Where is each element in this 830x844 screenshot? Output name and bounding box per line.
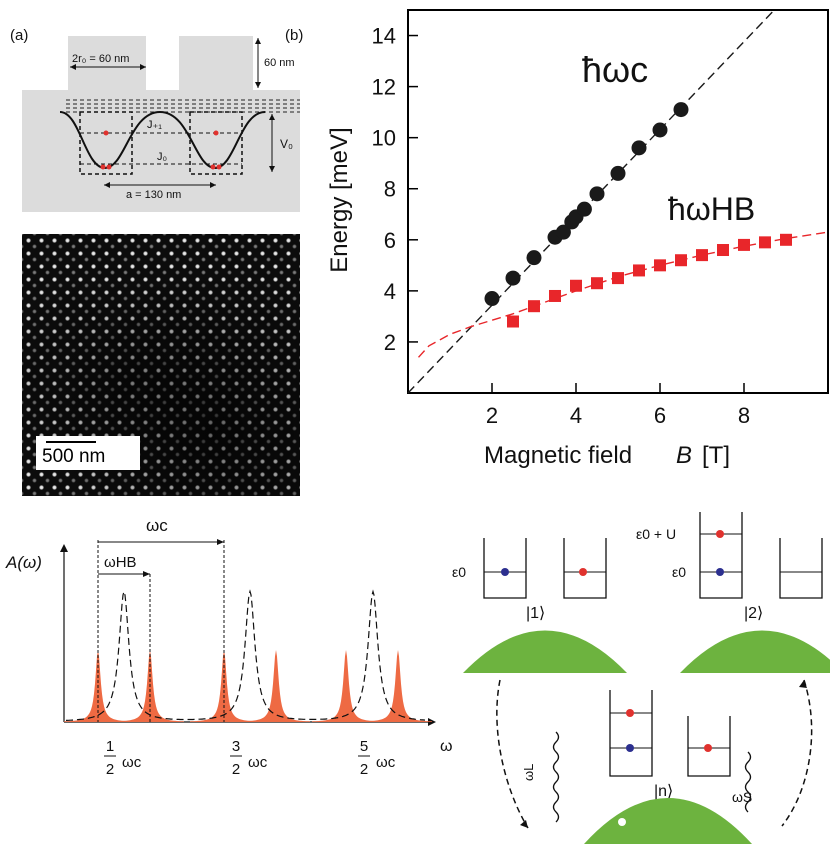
y-tick-label: 10 [372, 126, 396, 151]
tick-unit: ωc [248, 754, 268, 771]
state-2-label: |2⟩ [744, 605, 763, 622]
eps0-label: ε0 [452, 564, 466, 580]
data-point-omega-hb [654, 259, 666, 271]
lattice-constant-label: a = 130 nm [126, 189, 181, 201]
red-electron-icon [626, 709, 634, 717]
data-point-omega-hb [738, 239, 750, 251]
data-point-omega-hb [759, 236, 771, 248]
x-tick-label: 2 [486, 403, 498, 428]
y-tick-label: 8 [384, 177, 396, 202]
chart-xlabel: Magnetic field [484, 442, 632, 469]
scale-bar-label: 500 nm [42, 446, 105, 468]
y-tick-label: 6 [384, 228, 396, 253]
y-tick-label: 4 [384, 279, 396, 304]
tick-denominator: 2 [106, 761, 114, 778]
r0-label: 2r₀ = 60 nm [72, 53, 129, 65]
fit-line-1 [419, 232, 829, 357]
scale-bar-box: 500 nm [36, 436, 140, 470]
scale-bar [46, 441, 96, 443]
data-point-omega-c [527, 250, 542, 265]
x-tick-label: 6 [654, 403, 666, 428]
x-tick-label: 4 [570, 403, 582, 428]
orange-spectral-peak [242, 650, 310, 722]
tick-unit: ωc [376, 754, 396, 771]
data-point-omega-c [611, 166, 626, 181]
tick-denominator: 2 [360, 761, 368, 778]
data-point-omega-c [632, 140, 647, 155]
tick-numerator: 1 [106, 738, 114, 755]
chart-xlabel-unit: [T] [702, 442, 730, 469]
data-point-omega-c [577, 202, 592, 217]
data-point-omega-hb [780, 234, 792, 246]
tick-numerator: 5 [360, 738, 368, 755]
blue-electron-icon [501, 568, 509, 576]
data-point-omega-c [653, 123, 668, 138]
j-pm1-label: J₊₁ [147, 119, 162, 131]
red-electron-icon [716, 530, 724, 538]
chart-xlabel-var: B [676, 442, 692, 469]
blue-electron-icon [626, 744, 634, 752]
orange-spectral-peak [364, 650, 432, 722]
data-point-omega-c [674, 102, 689, 117]
orange-spectral-peak [312, 650, 380, 722]
tick-three-half-omega-c: 3 2 ωc [230, 738, 268, 778]
data-point-omega-c [485, 291, 500, 306]
data-point-omega-hb [696, 249, 708, 261]
data-point-omega-hb [675, 254, 687, 266]
data-point-omega-c [590, 186, 605, 201]
photon-l-wave [554, 732, 559, 822]
tick-denominator: 2 [232, 761, 240, 778]
omega-c-label: ωc [146, 516, 168, 535]
y-tick-label: 2 [384, 330, 396, 355]
state-1-label: |1⟩ [526, 605, 545, 622]
data-point-omega-hb [591, 277, 603, 289]
dashed-spectrum-curve [66, 591, 425, 720]
tick-numerator: 3 [232, 738, 240, 755]
blue-electron-icon [716, 568, 724, 576]
spectrum-ylabel: A(ω) [5, 553, 42, 572]
tick-five-half-omega-c: 5 2 ωc [358, 738, 396, 778]
red-electron-icon [704, 744, 712, 752]
tick-unit: ωc [122, 754, 142, 771]
omega-hb-label: ωHB [104, 554, 137, 571]
series-label-omega-c: ħωc [582, 49, 648, 90]
panel-a-label: (a) [10, 27, 28, 44]
height-label: 60 nm [264, 57, 295, 69]
level-diagram-panel: ε0 |1⟩ ε0 + U ε0 |2⟩ |n⟩ ωL ωS [452, 512, 830, 844]
eps0-label-2: ε0 [672, 564, 686, 580]
hole-marker [618, 818, 626, 826]
state-n-label: |n⟩ [654, 783, 673, 800]
x-tick-label: 8 [738, 403, 750, 428]
omega-l-label: ωL [521, 764, 536, 781]
chart-ylabel: Energy [meV] [326, 127, 353, 272]
data-point-omega-hb [612, 272, 624, 284]
y-tick-label: 14 [372, 24, 396, 49]
panel-b-label: (b) [285, 27, 303, 44]
y-tick-label: 12 [372, 75, 396, 100]
sem-micrograph: 500 nm [22, 234, 300, 496]
data-point-omega-c [506, 271, 521, 286]
eps0-plus-u-label: ε0 + U [636, 526, 676, 542]
data-point-omega-hb [633, 264, 645, 276]
tick-half-omega-c: 1 2 ωc [104, 738, 142, 778]
green-dome-n [584, 798, 752, 844]
schematic-panel: (a) (b) 2r₀ = 60 nm 60 nm V₀ J₊₁ J₀ a = … [10, 27, 303, 212]
data-point-omega-hb [717, 244, 729, 256]
spectrum-xlabel: ω [440, 738, 453, 755]
series-label-omega-hb: ħωHB [668, 191, 755, 227]
data-point-omega-hb [549, 290, 561, 302]
data-point-omega-hb [528, 300, 540, 312]
j0-label: J₀ [157, 151, 167, 163]
data-point-omega-hb [570, 280, 582, 292]
v0-label: V₀ [280, 137, 293, 151]
green-dome-2 [680, 631, 830, 674]
data-point-omega-hb [507, 316, 519, 328]
omega-s-label: ωS [732, 789, 752, 805]
energy-vs-field-chart: 2 4 6 8 10 12 14 2 4 6 8 Energy [meV] Magnetic fi… [326, 10, 828, 469]
green-dome-1 [463, 631, 627, 674]
spectral-function-panel: A(ω) ω ωc ωHB 1 2 ωc 3 2 ωc 5 2 ωc [5, 516, 453, 778]
red-electron-icon [579, 568, 587, 576]
